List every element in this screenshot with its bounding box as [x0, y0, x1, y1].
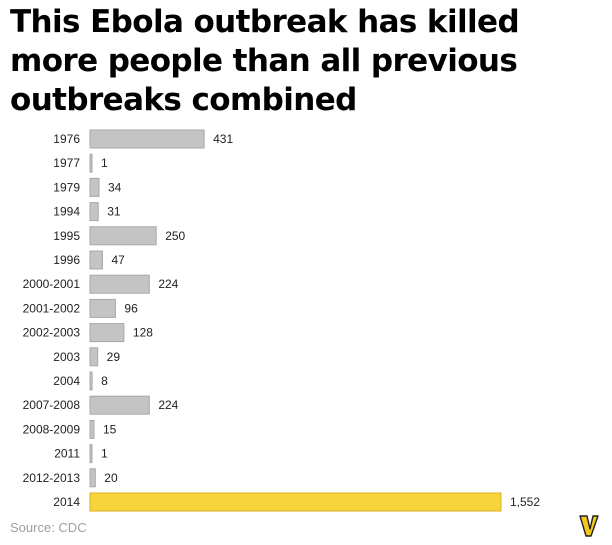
category-label: 2003 [53, 350, 80, 364]
category-label: 2001-2002 [23, 301, 81, 315]
category-label: 1994 [53, 205, 80, 219]
bar [89, 395, 150, 415]
value-label: 1 [101, 447, 108, 461]
bar [89, 371, 93, 391]
category-label: 1976 [53, 132, 80, 146]
value-label: 224 [158, 398, 178, 412]
category-label: 2004 [53, 374, 80, 388]
bar [89, 468, 96, 488]
value-label: 34 [108, 180, 122, 194]
value-label: 1,552 [510, 495, 540, 509]
value-label: 29 [107, 350, 121, 364]
chart-title: This Ebola outbreak has killed more peop… [10, 4, 520, 118]
source-note: Source: CDC [10, 520, 87, 535]
value-label: 31 [107, 205, 121, 219]
category-label: 1995 [53, 229, 80, 243]
bar [89, 226, 157, 246]
value-label: 47 [111, 253, 125, 267]
bar [89, 129, 205, 149]
bar [89, 347, 99, 367]
bar [89, 177, 100, 197]
bar [89, 202, 99, 222]
value-label: 15 [103, 422, 117, 436]
category-label: 2007-2008 [23, 398, 81, 412]
category-label: 2011 [54, 447, 80, 461]
bar [89, 274, 150, 294]
bar [89, 250, 103, 270]
category-label: 2008-2009 [23, 422, 81, 436]
bar [89, 444, 93, 464]
bar [89, 323, 125, 343]
value-label: 8 [101, 374, 108, 388]
bar-highlight [89, 492, 502, 512]
bar [89, 419, 95, 439]
value-label: 224 [158, 277, 178, 291]
value-label: 96 [124, 301, 138, 315]
category-label: 2012-2013 [23, 471, 81, 485]
category-label: 2014 [53, 495, 80, 509]
category-label: 1979 [53, 180, 80, 194]
category-label: 2002-2003 [23, 326, 81, 340]
bar [89, 298, 116, 318]
vox-logo-icon [579, 515, 599, 537]
value-label: 1 [101, 156, 108, 170]
category-label: 2000-2001 [23, 277, 81, 291]
value-label: 431 [213, 132, 233, 146]
category-label: 1977 [53, 156, 80, 170]
value-label: 20 [104, 471, 118, 485]
value-label: 128 [133, 326, 153, 340]
bar [89, 153, 93, 173]
category-label: 1996 [53, 253, 80, 267]
value-label: 250 [165, 229, 185, 243]
